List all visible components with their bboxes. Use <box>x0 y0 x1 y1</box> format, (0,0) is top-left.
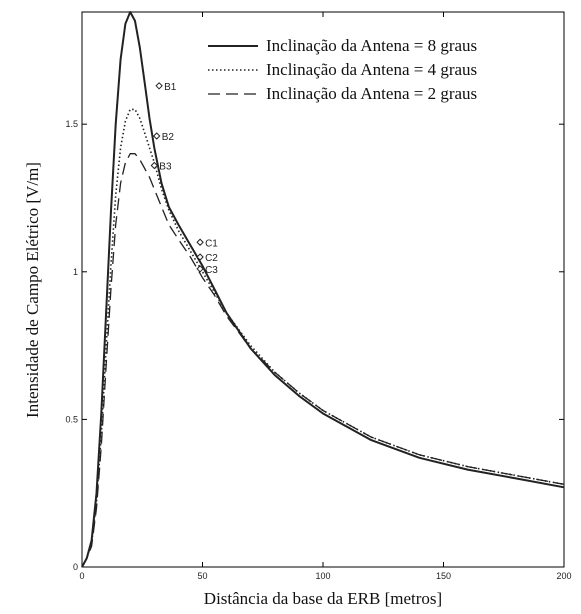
annotation-label: B3 <box>159 162 172 173</box>
annotation-marker <box>196 253 204 261</box>
x-tick-label: 150 <box>436 571 451 581</box>
legend-label-3: Inclinação da Antena = 2 graus <box>266 84 477 103</box>
plot-frame <box>81 11 565 568</box>
x-tick-label: 200 <box>556 571 571 581</box>
annotation-marker <box>153 132 161 140</box>
axis-ticks: 0 50 100 150 200 0 0.5 1 1.5 <box>65 12 572 581</box>
legend-label-2: Inclinação da Antena = 4 graus <box>266 60 477 79</box>
annotation-label: B2 <box>162 132 175 143</box>
annotation-marker <box>196 265 204 273</box>
annotation-label: C3 <box>205 265 218 276</box>
y-tick-label: 1 <box>73 267 78 277</box>
y-axis-label: Intensidade de Campo Elétrico [V/m] <box>23 162 42 418</box>
x-tick-label: 50 <box>197 571 207 581</box>
y-tick-label: 1.5 <box>65 119 78 129</box>
annotation-label: C1 <box>205 238 218 249</box>
y-tick-label: 0.5 <box>65 414 78 424</box>
x-tick-label: 0 <box>79 571 84 581</box>
annotation-marker <box>150 161 159 170</box>
x-tick-label: 100 <box>315 571 330 581</box>
legend: Inclinação da Antena = 8 graus Inclinação… <box>208 36 477 103</box>
y-tick-label: 0 <box>73 562 78 572</box>
annotation-label: B1 <box>164 82 177 93</box>
annotation-marker <box>196 238 204 246</box>
x-axis-label: Distância da base da ERB [metros] <box>204 589 442 608</box>
legend-label-1: Inclinação da Antena = 8 graus <box>266 36 477 55</box>
series-line-3 <box>81 153 565 568</box>
annotation-marker <box>155 82 163 90</box>
annotation-label: C2 <box>205 253 218 264</box>
